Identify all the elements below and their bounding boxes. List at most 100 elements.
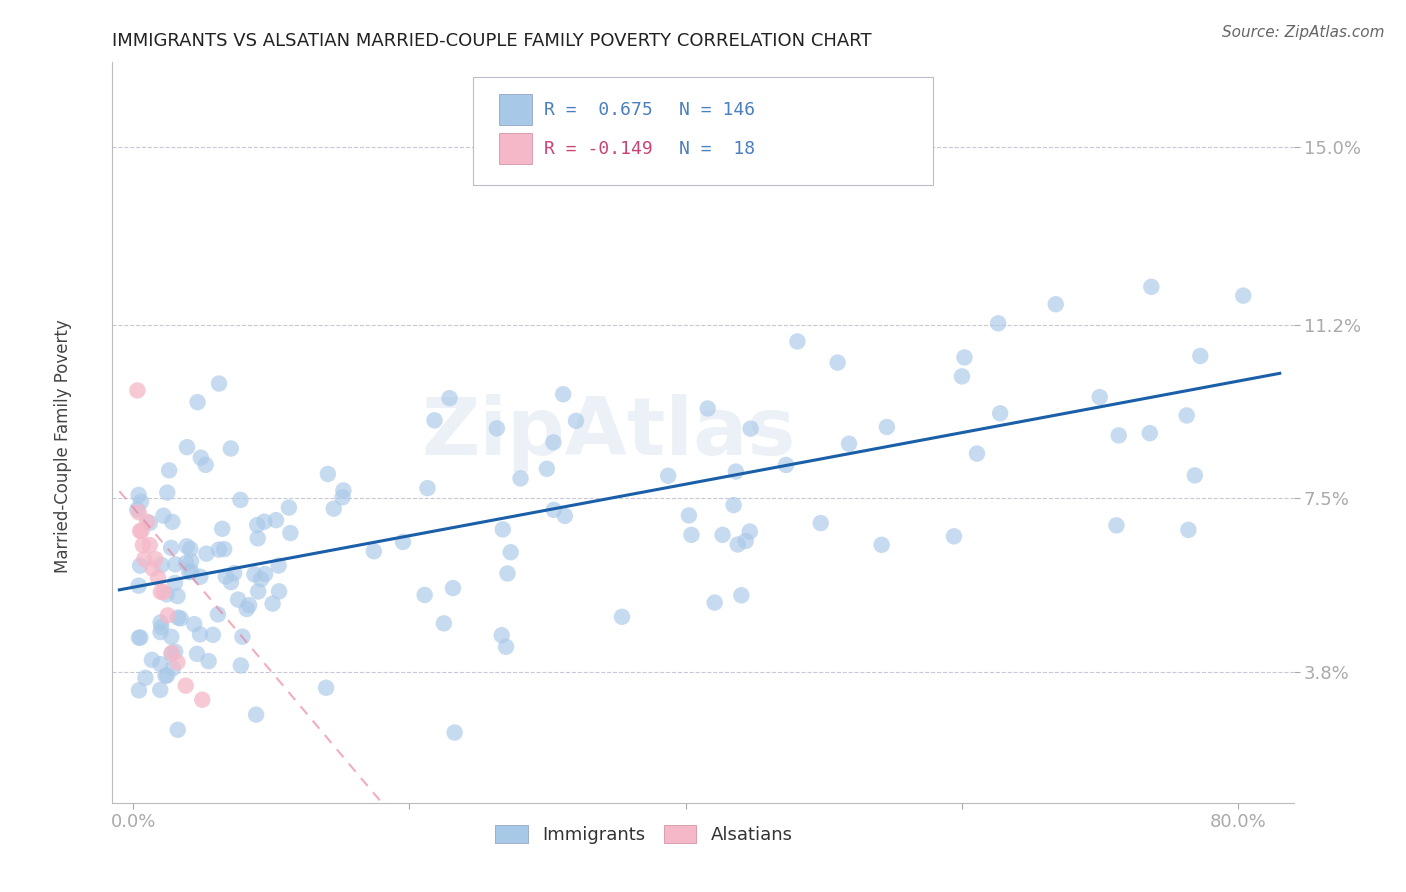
Point [554,508,576,523]
Point [174,679,197,693]
Point [139,516,162,530]
Point [264,513,287,527]
Point [492,522,515,536]
Point [166,723,188,737]
Text: Source: ZipAtlas.com: Source: ZipAtlas.com [1222,25,1385,40]
Point [149,615,172,630]
Point [363,544,385,558]
Point [734,533,756,548]
Point [416,481,439,495]
Point [392,535,415,549]
Point [509,471,531,485]
Point [187,395,209,409]
Point [129,524,152,538]
Point [553,387,575,401]
Point [222,566,245,580]
Point [180,554,202,568]
Point [565,414,588,428]
Point [215,569,238,583]
Point [262,597,284,611]
Point [1108,428,1130,442]
Point [197,654,219,668]
Point [156,485,179,500]
Point [134,671,156,685]
Point [176,440,198,454]
Point [413,588,436,602]
Point [485,421,508,435]
Text: ZipAtlas: ZipAtlas [422,393,796,472]
Point [724,465,747,479]
Text: N = 146: N = 146 [679,101,755,119]
Point [988,406,1011,420]
Point [678,508,700,523]
Point [495,640,517,654]
Point [441,581,464,595]
Point [207,607,229,622]
Point [129,494,152,508]
Point [696,401,718,416]
Point [277,500,299,515]
Point [156,587,179,601]
Point [149,657,172,672]
Point [180,565,202,579]
Text: N =  18: N = 18 [679,140,755,158]
Point [243,567,266,582]
Point [657,468,679,483]
Point [491,628,513,642]
Point [150,558,173,572]
Point [439,391,461,405]
Point [730,588,752,602]
Point [149,682,172,697]
Text: R =  0.675: R = 0.675 [544,101,652,119]
Point [128,683,150,698]
Point [160,647,183,661]
Point [139,538,162,552]
Point [226,592,249,607]
Point [738,524,761,539]
Bar [499,95,531,126]
Point [267,584,290,599]
Point [267,558,290,573]
Text: R = -0.149: R = -0.149 [544,140,652,158]
Point [155,669,177,683]
Point [208,542,231,557]
Point [1177,523,1199,537]
Point [943,529,966,543]
Point [186,647,208,661]
Point [610,609,633,624]
Point [254,567,277,582]
Point [176,539,198,553]
Point [188,627,211,641]
Point [775,458,797,472]
Point [1184,468,1206,483]
Point [150,620,173,634]
Point [966,446,988,460]
Point [167,610,190,624]
Point [129,558,152,573]
Point [231,630,253,644]
Point [141,561,163,575]
Point [128,631,150,645]
Point [219,442,242,456]
Point [1105,518,1128,533]
Point [499,545,522,559]
Point [128,488,150,502]
Point [174,556,197,570]
Point [156,668,179,682]
Point [703,596,725,610]
Point [129,631,152,645]
Point [208,376,231,391]
Point [322,501,344,516]
Point [160,646,183,660]
Point [250,572,273,586]
Point [160,630,183,644]
Point [131,524,153,538]
Point [166,589,188,603]
Point [188,570,211,584]
Point [727,537,749,551]
Point [162,515,184,529]
Point [162,661,184,675]
Point [195,547,218,561]
Point [536,462,558,476]
Point [136,515,159,529]
